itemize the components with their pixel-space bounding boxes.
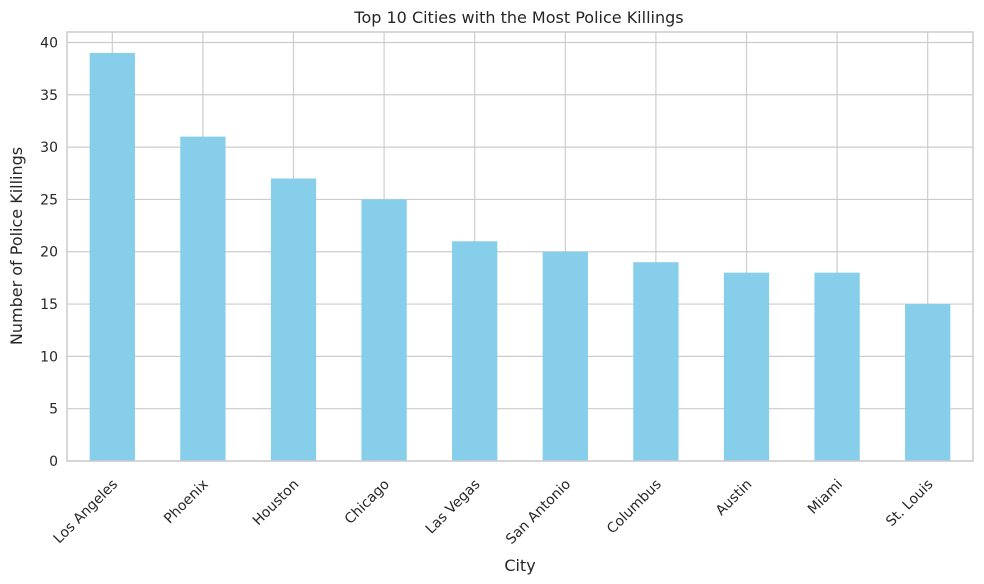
y-tick-label: 0: [49, 454, 58, 470]
bar: [542, 251, 588, 461]
bar: [723, 272, 770, 461]
bar: [452, 241, 498, 461]
y-tick-label: 35: [40, 88, 58, 104]
chart-title: Top 10 Cities with the Most Police Killi…: [353, 8, 683, 27]
plot-frame: [66, 31, 974, 462]
bar: [905, 304, 951, 461]
bar: [361, 199, 407, 462]
y-tick-label: 5: [49, 402, 58, 418]
y-tick-labels: 0 5 10 15 20 25 30 35 40: [40, 35, 58, 470]
bar: [180, 136, 226, 461]
y-axis-label: Number of Police Killings: [7, 147, 26, 345]
bar-layer: [89, 52, 951, 462]
y-tick-label: 20: [40, 245, 58, 261]
bar: [633, 262, 679, 461]
bar: [89, 52, 135, 462]
bar: [270, 178, 317, 462]
y-tick-label: 25: [40, 192, 58, 208]
y-tick-label: 15: [40, 297, 58, 313]
y-tick-label: 30: [40, 140, 58, 156]
y-tick-label: 10: [40, 349, 58, 365]
bar: [814, 272, 860, 461]
y-tick-label: 40: [40, 35, 58, 51]
x-axis-label: City: [504, 556, 535, 575]
